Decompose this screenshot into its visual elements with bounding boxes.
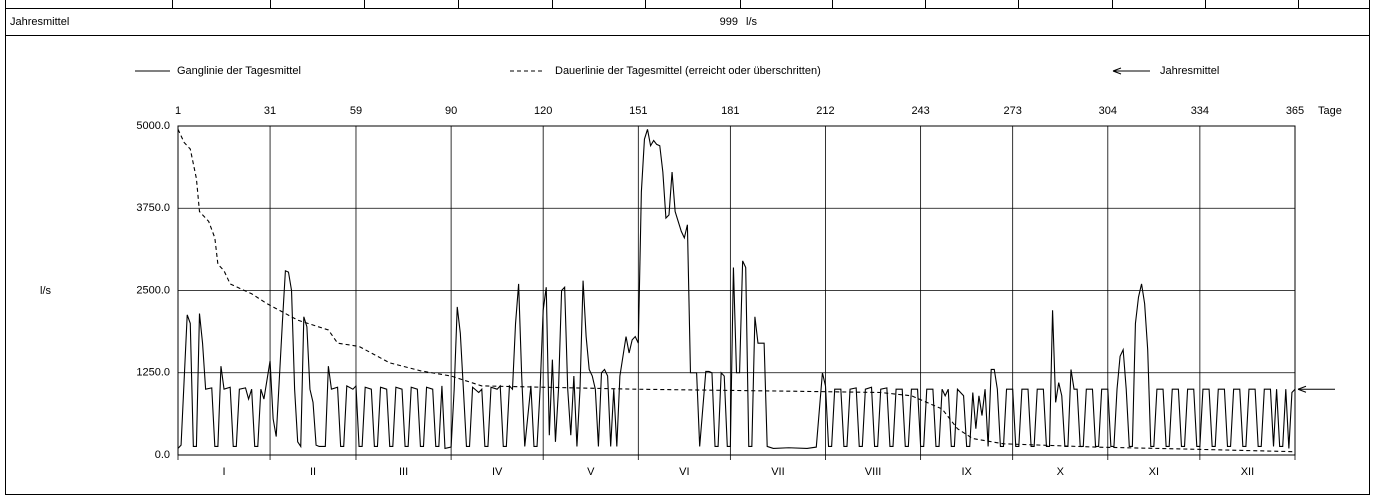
arrow-head: [1297, 385, 1307, 393]
x-tick-label: 151: [629, 105, 647, 117]
x-tick-label: 365: [1286, 105, 1304, 117]
y-axis-label: l/s: [40, 285, 52, 297]
x-axis-label: Tage: [1318, 105, 1342, 117]
month-label: IV: [492, 466, 503, 478]
x-tick-label: 120: [534, 105, 552, 117]
month-label: VI: [679, 466, 689, 478]
month-label: V: [587, 466, 595, 478]
annual-mean-value: 999: [720, 16, 738, 28]
plot-frame: [177, 125, 1296, 456]
annual-mean-label: Jahresmittel: [10, 16, 69, 28]
legend-label: Dauerlinie der Tagesmittel (erreicht ode…: [555, 65, 821, 77]
month-label: VIII: [865, 466, 882, 478]
month-label: XI: [1149, 466, 1159, 478]
x-tick-label: 273: [1004, 105, 1022, 117]
x-tick-label: 181: [721, 105, 739, 117]
y-tick-label: 5000.0: [136, 120, 170, 132]
month-label: III: [399, 466, 408, 478]
month-label: VII: [771, 466, 784, 478]
legend-label: Ganglinie der Tagesmittel: [177, 65, 301, 77]
x-tick-label: 334: [1191, 105, 1209, 117]
x-tick-label: 59: [350, 105, 362, 117]
month-label: II: [310, 466, 316, 478]
x-tick-label: 212: [816, 105, 834, 117]
y-tick-label: 2500.0: [136, 284, 170, 296]
series-line: [177, 129, 1296, 450]
x-tick-label: 243: [911, 105, 929, 117]
x-tick-label: 31: [264, 105, 276, 117]
month-label: XII: [1241, 466, 1254, 478]
y-tick-label: 0.0: [155, 449, 170, 461]
month-label: X: [1057, 466, 1065, 478]
x-tick-label: 304: [1099, 105, 1117, 117]
month-label: IX: [961, 466, 972, 478]
arrow-head: [1112, 67, 1122, 75]
month-label: I: [222, 466, 225, 478]
x-tick-label: 90: [445, 105, 457, 117]
y-tick-label: 1250.0: [136, 367, 170, 379]
y-tick-label: 3750.0: [136, 202, 170, 214]
annual-mean-unit: l/s: [746, 16, 758, 28]
x-tick-label: 1: [175, 105, 181, 117]
legend-label: Jahresmittel: [1160, 65, 1219, 77]
series-line: [177, 129, 1296, 453]
